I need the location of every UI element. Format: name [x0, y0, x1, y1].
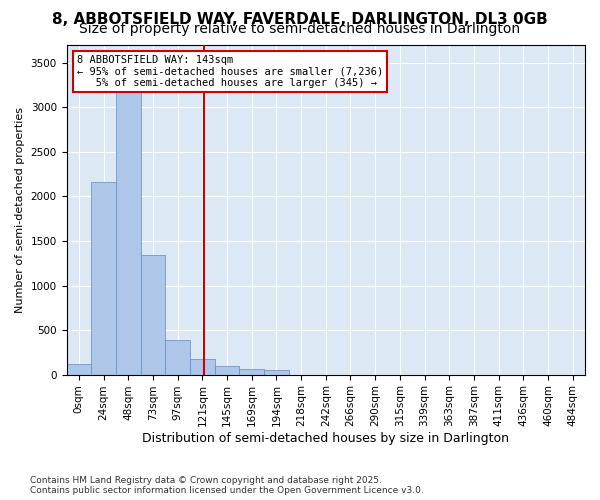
Bar — [140, 255, 165, 374]
Bar — [116, 88, 140, 374]
Bar — [67, 364, 91, 374]
Text: 8 ABBOTSFIELD WAY: 143sqm
← 95% of semi-detached houses are smaller (7,236)
   5: 8 ABBOTSFIELD WAY: 143sqm ← 95% of semi-… — [77, 55, 383, 88]
Bar — [91, 182, 116, 374]
Bar — [190, 359, 215, 374]
Bar — [264, 370, 289, 374]
Bar — [215, 366, 239, 374]
Text: Size of property relative to semi-detached houses in Darlington: Size of property relative to semi-detach… — [79, 22, 521, 36]
Text: Contains HM Land Registry data © Crown copyright and database right 2025.
Contai: Contains HM Land Registry data © Crown c… — [30, 476, 424, 495]
Bar — [239, 370, 264, 374]
X-axis label: Distribution of semi-detached houses by size in Darlington: Distribution of semi-detached houses by … — [142, 432, 509, 445]
Text: 8, ABBOTSFIELD WAY, FAVERDALE, DARLINGTON, DL3 0GB: 8, ABBOTSFIELD WAY, FAVERDALE, DARLINGTO… — [52, 12, 548, 28]
Bar — [165, 340, 190, 374]
Y-axis label: Number of semi-detached properties: Number of semi-detached properties — [15, 107, 25, 313]
